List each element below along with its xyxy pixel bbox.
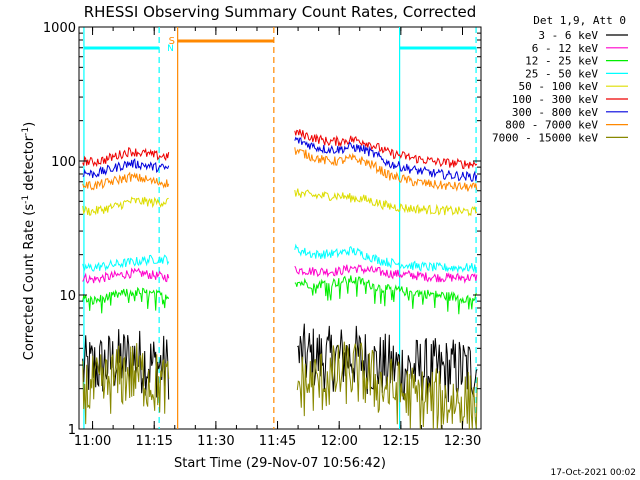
chart-title: RHESSI Observing Summary Count Rates, Co… xyxy=(84,3,477,21)
x-axis-label: Start Time (29-Nov-07 10:56:42) xyxy=(174,456,386,471)
plot-area xyxy=(78,26,482,430)
orange-bar-label: S xyxy=(169,36,175,47)
series-segment xyxy=(296,341,478,430)
legend-label: 6 - 12 keV xyxy=(532,42,599,55)
footer-date: 17-Oct-2021 00:02 xyxy=(551,468,636,478)
cyan-bar-label: N xyxy=(167,44,174,54)
y-tick-label: 1000 xyxy=(43,21,76,36)
series-segment xyxy=(82,267,170,284)
legend-label: 50 - 100 keV xyxy=(519,80,599,93)
series-segment xyxy=(294,188,478,217)
series-segment xyxy=(82,286,170,314)
y-axis-label-part3: ) xyxy=(22,122,37,127)
y-tick-label: 1 xyxy=(68,423,76,438)
series-50-to-100keV-kev-line xyxy=(82,188,478,217)
y-axis-label-sup1: -1 xyxy=(21,195,31,204)
series-segment xyxy=(82,158,170,178)
legend-label: 25 - 50 keV xyxy=(525,67,598,80)
legend-label: 300 - 800 keV xyxy=(512,106,598,119)
legend-label: 3 - 6 keV xyxy=(538,29,598,42)
series-800-to-7000keV-kev-line xyxy=(82,147,478,192)
series-segment xyxy=(294,129,478,170)
series-segment xyxy=(82,147,170,168)
series-segment xyxy=(82,254,170,272)
legend-title: Det 1,9, Att 0 xyxy=(533,14,626,27)
series-100-to-300keV-kev-line xyxy=(82,129,478,170)
x-tick-label: 12:00 xyxy=(320,434,357,449)
y-axis-label-part1: Corrected Count Rate (s xyxy=(22,204,37,361)
y-tick-label: 10 xyxy=(59,289,76,304)
x-tick-label: 11:15 xyxy=(135,434,172,449)
legend-label: 7000 - 15000 keV xyxy=(492,131,598,144)
series-segment xyxy=(294,243,478,274)
legend-label: 100 - 300 keV xyxy=(512,93,598,106)
series-300-to-800keV-kev-line xyxy=(82,136,478,182)
series-segment xyxy=(294,136,478,182)
x-tick-label: 11:30 xyxy=(197,434,234,449)
series-segment xyxy=(294,147,478,192)
series-segment xyxy=(82,196,169,216)
y-axis-label-sup2: -1 xyxy=(21,127,31,136)
x-tick-label: 11:45 xyxy=(259,434,296,449)
series-6-to-12keV-kev-line xyxy=(82,264,478,284)
x-tick-label: 12:15 xyxy=(382,434,419,449)
y-axis-label-part2: detector xyxy=(22,135,37,195)
series-segment xyxy=(294,264,478,284)
series-25-to-50keV-kev-line xyxy=(82,243,478,274)
series-segment xyxy=(82,343,170,425)
x-tick-label: 11:00 xyxy=(74,434,111,449)
legend-label: 12 - 25 keV xyxy=(525,55,598,68)
series-segment xyxy=(294,275,477,315)
y-tick-label: 100 xyxy=(51,155,76,170)
legend-label: 800 - 7000 keV xyxy=(505,119,598,132)
series-7000-to-15000keV-kev-line xyxy=(82,341,478,430)
series-12-to-25keV-kev-line xyxy=(82,275,477,315)
series-segment xyxy=(82,329,170,400)
y-axis-label: Corrected Count Rate (s-1 detector-1) xyxy=(21,122,37,360)
series-segment xyxy=(82,171,170,191)
x-tick-label: 12:30 xyxy=(444,434,481,449)
